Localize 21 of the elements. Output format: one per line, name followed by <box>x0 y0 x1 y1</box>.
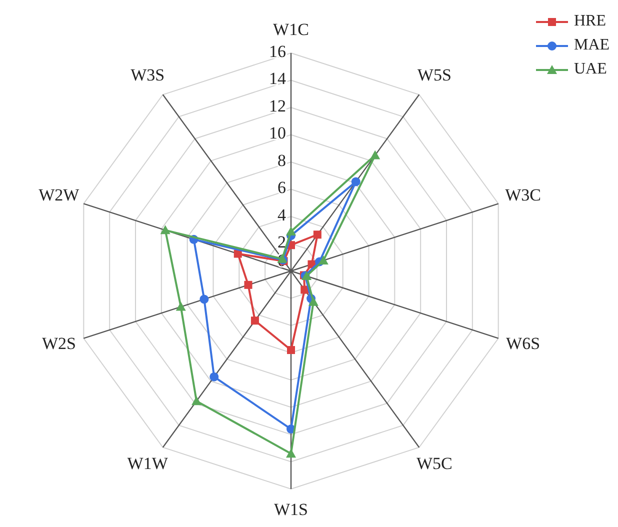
y-tick-label: 2 <box>278 232 286 252</box>
spoke-label: W1S <box>274 500 308 519</box>
y-tick-label: 14 <box>269 69 286 88</box>
spoke-label: W5C <box>416 454 452 474</box>
y-tick-label: 16 <box>269 42 286 61</box>
spoke-label: W6S <box>506 334 540 354</box>
y-tick-label: 4 <box>278 205 286 224</box>
spoke-label: W1C <box>273 20 309 39</box>
legend-label: HRE <box>574 12 606 30</box>
y-tick-label: 6 <box>278 178 286 198</box>
spoke-label: W2W <box>38 186 80 205</box>
spoke-label: W2S <box>42 334 76 354</box>
spoke-label: W5S <box>417 66 452 85</box>
legend-label: MAE <box>574 36 610 54</box>
y-tick-label: 10 <box>269 124 286 143</box>
y-tick-label: 12 <box>269 96 286 116</box>
legend-label: UAE <box>574 60 607 78</box>
spoke-label: W3S <box>130 66 165 85</box>
spoke-label: W1W <box>127 454 169 474</box>
y-tick-label: 8 <box>278 150 286 170</box>
spoke-label: W3C <box>505 186 542 205</box>
